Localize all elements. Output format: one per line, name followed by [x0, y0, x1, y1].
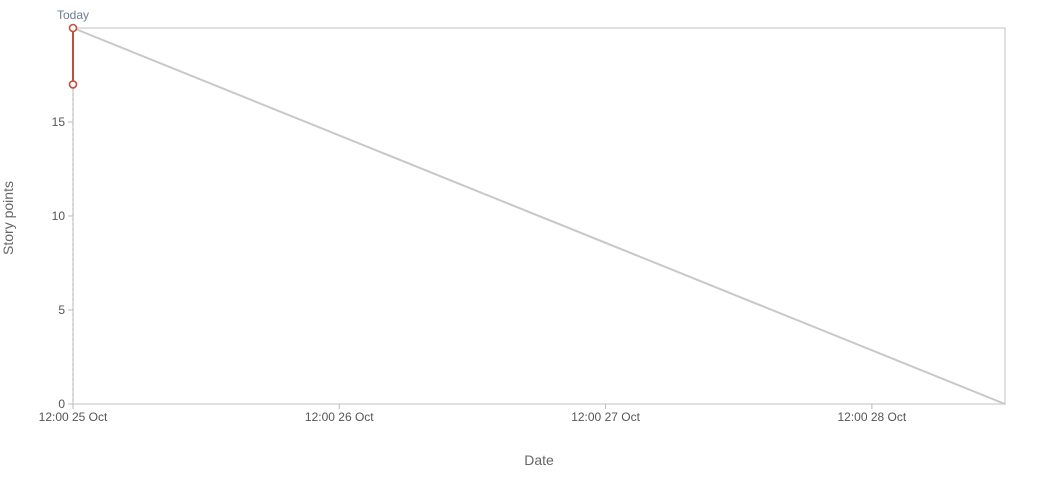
y-axis-title: Story points	[0, 181, 16, 255]
data-point	[68, 80, 78, 89]
today-label: Today	[57, 8, 89, 22]
y-tick-label: 0	[58, 397, 65, 411]
y-axis: 0 5 10 15	[52, 115, 73, 411]
data-point	[68, 23, 78, 33]
y-tick-label: 10	[52, 209, 66, 223]
series-line-0	[72, 27, 1006, 405]
series-group	[68, 23, 1006, 405]
x-tick-label: 12:00 26 Oct	[305, 410, 374, 424]
x-tick-label: 12:00 25 Oct	[39, 410, 108, 424]
x-axis: 12:00 25 Oct 12:00 26 Oct 12:00 27 Oct 12:0…	[39, 404, 907, 424]
y-tick-label: 15	[52, 115, 66, 129]
today-marker-group: Today	[57, 8, 89, 404]
x-axis-title: Date	[524, 452, 554, 468]
y-tick-label: 5	[58, 303, 65, 317]
x-tick-label: 12:00 28 Oct	[837, 410, 906, 424]
x-tick-label: 12:00 27 Oct	[571, 410, 640, 424]
